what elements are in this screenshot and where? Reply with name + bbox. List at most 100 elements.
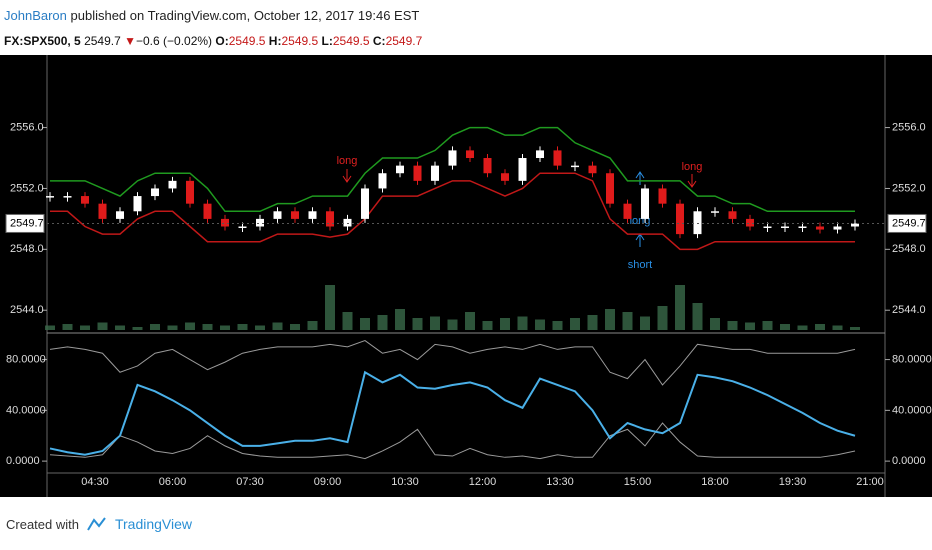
volume-bar: [657, 306, 668, 330]
volume-bar: [115, 325, 125, 330]
last-price-box: [5, 213, 45, 233]
candle: [781, 226, 789, 229]
volume-bar: [587, 315, 598, 330]
candle: [81, 196, 89, 204]
volume-bar: [517, 316, 528, 330]
annotation: short: [628, 259, 652, 271]
candle: [361, 188, 369, 219]
candle: [98, 203, 107, 219]
arrow-icon: [635, 171, 645, 185]
y-tick-label: 80.0000: [6, 353, 46, 365]
candle: [221, 218, 229, 227]
y-tick-label: 2548.0: [10, 243, 44, 255]
candle: [588, 165, 597, 174]
o-label: O:: [215, 34, 229, 48]
candle: [291, 211, 299, 219]
volume-bar: [622, 312, 633, 330]
volume-bar: [45, 325, 55, 330]
last-price: 2549.7: [892, 217, 926, 229]
candle: [238, 226, 247, 229]
annotation: long: [337, 155, 358, 167]
volume-bar: [745, 322, 755, 330]
candle: [413, 165, 422, 181]
upper-band: [50, 126, 855, 213]
x-tick-label: 21:00: [856, 476, 884, 488]
volume-bar: [692, 303, 703, 330]
candle: [186, 180, 194, 204]
volume-bar: [815, 324, 825, 330]
volume-bar: [535, 319, 545, 330]
volume-bar: [342, 312, 353, 330]
annotation: long: [682, 161, 703, 173]
volume-bar: [832, 325, 843, 330]
y-tick-label: 40.0000: [892, 404, 932, 416]
volume-bar: [482, 321, 493, 330]
arrow-icon: [342, 169, 352, 183]
x-tick-label: 09:00: [314, 476, 342, 488]
candle: [641, 188, 649, 219]
candle: [798, 226, 807, 229]
volume-bar: [97, 322, 108, 330]
volume-bar: [62, 324, 73, 330]
candle: [606, 173, 614, 204]
indicator-line: [49, 422, 856, 460]
h-label: H:: [268, 34, 282, 48]
background: [0, 55, 932, 497]
volume-bar: [465, 312, 475, 330]
candle: [728, 211, 737, 219]
volume-bar: [220, 325, 230, 330]
lower-band: [50, 172, 855, 251]
candle: [448, 150, 457, 166]
y-tick-label: 0.0000: [6, 455, 40, 467]
volume-bar: [552, 321, 563, 330]
volume-bar: [255, 325, 265, 330]
volume-bar: [272, 322, 283, 330]
l-label: L:: [321, 34, 333, 48]
volume-bar: [237, 324, 248, 330]
brand[interactable]: TradingView: [114, 516, 193, 532]
y-tick-label: 2552.0: [10, 182, 44, 194]
change: −0.6 (−0.02%): [136, 34, 213, 48]
created-with: Created with: [6, 516, 79, 532]
y-tick-label: 2556.0: [10, 121, 44, 133]
c-value: 2549.7: [385, 34, 423, 48]
volume-bar: [500, 318, 510, 330]
published: published on TradingView.com, October 12…: [66, 8, 420, 23]
candle: [571, 165, 579, 168]
volume-bar: [360, 318, 370, 330]
candle: [343, 218, 352, 227]
volume-bar: [727, 321, 738, 330]
volume-bar: [325, 285, 335, 330]
candle: [273, 211, 282, 219]
volume-bar: [132, 327, 143, 330]
candle: [308, 211, 317, 219]
c-label: C:: [372, 34, 386, 48]
quote-line: FX:SPX500, 5 2549.7 ▼−0.6 (−0.02%) O:254…: [4, 34, 422, 48]
y-tick-label: 80.0000: [892, 353, 932, 365]
volume-bar: [150, 324, 160, 330]
candle: [536, 150, 544, 159]
o-value: 2549.5: [228, 34, 266, 48]
candle: [763, 226, 772, 229]
volume-bar: [307, 321, 318, 330]
volume-bar: [570, 318, 580, 330]
candle: [553, 150, 562, 166]
x-tick-label: 10:30: [391, 476, 419, 488]
y-tick-label: 2548.0: [892, 243, 926, 255]
arrow-icon: [687, 174, 697, 188]
volume-bar: [762, 321, 773, 330]
y-tick-label: 2556.0: [892, 121, 926, 133]
candle: [501, 173, 509, 181]
x-tick-label: 12:00: [469, 476, 497, 488]
y-tick-label: 40.0000: [6, 404, 46, 416]
volume-bar: [430, 316, 440, 330]
candle: [326, 211, 334, 227]
volume-bar: [290, 324, 300, 330]
candle: [431, 165, 439, 181]
candle: [466, 150, 474, 159]
author[interactable]: JohnBaron: [4, 8, 67, 23]
volume-bar: [412, 318, 423, 330]
header-line: JohnBaron published on TradingView.com, …: [4, 8, 419, 23]
candle: [133, 196, 142, 212]
